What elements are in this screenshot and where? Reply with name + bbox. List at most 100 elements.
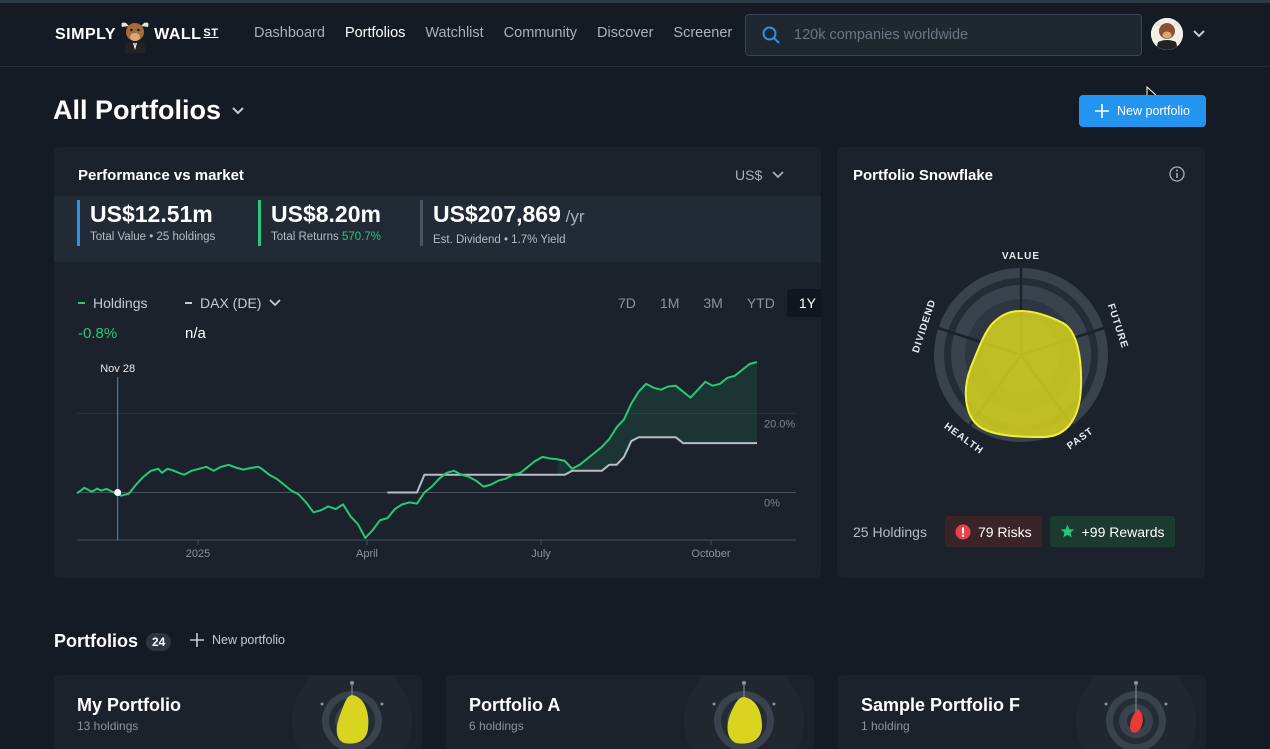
portfolio-card[interactable]: Sample Portfolio F 1 holding <box>838 675 1206 749</box>
stat-label-text: Total Returns <box>271 231 339 243</box>
snowflake-title: Portfolio Snowflake <box>853 167 994 184</box>
stat-value: US$8.20m <box>271 201 381 227</box>
logo-text-left: SIMPLY <box>55 26 117 43</box>
snowflake-axis-past: PAST <box>1065 426 1096 452</box>
stat-label-highlight: 570.7% <box>341 231 381 243</box>
range-1m[interactable]: 1M <box>659 295 680 311</box>
currency-selector[interactable]: US$ <box>735 167 784 183</box>
portfolio-mini-snowflake <box>292 675 412 749</box>
stat-total-returns: US$8.20m Total Returns 570.7% <box>258 200 381 246</box>
logo[interactable]: SIMPLY WALL ST <box>55 17 218 53</box>
snowflake-axis-future: FUTURE <box>1105 302 1130 350</box>
y-tick-label: 0% <box>764 498 780 510</box>
portfolio-card-title: My Portfolio <box>77 695 181 715</box>
hover-date-label: Nov 28 <box>100 363 135 375</box>
x-tick-label: October <box>691 548 730 560</box>
chevron-down-icon[interactable] <box>1192 29 1206 39</box>
stat-accent-bar <box>77 200 80 246</box>
portfolios-title: Portfolios <box>54 631 138 651</box>
search-input[interactable] <box>794 27 1094 43</box>
legend-holdings-value: -0.8% <box>78 325 118 342</box>
range-7d[interactable]: 7D <box>618 295 636 311</box>
legend-swatch <box>78 302 85 304</box>
chevron-down-icon <box>269 299 282 307</box>
nav-link-watchlist[interactable]: Watchlist <box>425 25 484 41</box>
search-icon <box>762 26 780 44</box>
user-bull-avatar-icon <box>1151 18 1183 50</box>
legend-holdings[interactable]: Holdings <box>78 295 147 311</box>
range-ytd[interactable]: YTD <box>746 295 775 311</box>
range-3m[interactable]: 3M <box>703 295 723 311</box>
search-box[interactable] <box>745 14 1142 56</box>
portfolio-mini-snowflake <box>1076 675 1196 749</box>
portfolios-count-badge: 24 <box>146 632 172 651</box>
chevron-down-icon <box>232 106 244 114</box>
top-navigation: SIMPLY WALL ST Dashboard Portfolios Watc… <box>0 3 1270 67</box>
page-title[interactable]: All Portfolios <box>53 95 245 126</box>
portfolio-card-title: Sample Portfolio F <box>861 695 1021 715</box>
legend-market-value: n/a <box>185 325 206 342</box>
info-icon[interactable] <box>1169 166 1185 182</box>
portfolio-card-title: Portfolio A <box>469 695 561 715</box>
performance-chart[interactable]: 20.0% 0% 2025 April July October Nov 28 <box>54 147 821 578</box>
series-line-dax-de- <box>387 436 757 494</box>
snowflake-shape <box>964 309 1083 439</box>
bull-logo-icon <box>121 22 149 53</box>
currency-label: US$ <box>735 167 763 183</box>
nav-link-screener[interactable]: Screener <box>673 25 733 41</box>
x-tick-label: 2025 <box>186 548 210 560</box>
rewards-label: +99 Rewards <box>1081 523 1165 540</box>
nav-link-dashboard[interactable]: Dashboard <box>254 25 325 41</box>
holdings-count: 25 Holdings <box>853 523 927 540</box>
avatar[interactable] <box>1151 18 1183 50</box>
snowflake-axis-value: VALUE <box>1002 251 1040 262</box>
stats-strip: US$12.51m Total Value • 25 holdings US$8… <box>54 196 821 262</box>
range-1y[interactable]: 1Y <box>786 289 821 317</box>
new-portfolio-label: New portfolio <box>1117 104 1190 118</box>
rewards-badge[interactable]: +99 Rewards <box>1049 516 1175 547</box>
legend-swatch <box>185 302 192 304</box>
performance-panel: Performance vs market US$ US$12.51m Tota… <box>54 147 821 578</box>
stat-label: Total Value • 25 holdings <box>90 231 216 243</box>
portfolio-card[interactable]: My Portfolio 13 holdings <box>54 675 422 749</box>
logo-text-right: WALL <box>154 26 202 43</box>
plus-icon <box>190 633 204 647</box>
page-title-text: All Portfolios <box>53 95 221 125</box>
portfolios-heading: Portfolios 24 <box>54 631 172 652</box>
stat-total-value: US$12.51m Total Value • 25 holdings <box>77 200 215 246</box>
stat-dividend: US$207,869 /yr Est. Dividend • 1.7% Yiel… <box>420 200 585 246</box>
new-portfolio-link[interactable]: New portfolio <box>190 633 285 647</box>
portfolio-mini-snowflake <box>684 675 804 749</box>
portfolio-card-subtitle: 13 holdings <box>77 719 139 733</box>
legend-holdings-label: Holdings <box>93 295 148 311</box>
stat-label: Total Returns 570.7% <box>271 231 381 243</box>
nav-link-discover[interactable]: Discover <box>597 25 654 41</box>
legend-market[interactable]: DAX (DE) <box>185 295 282 311</box>
nav-link-community[interactable]: Community <box>503 25 577 41</box>
snowflake-chart[interactable]: VALUE FUTURE PAST HEALTH DIVIDEND <box>837 147 1205 477</box>
chevron-down-icon <box>772 171 784 179</box>
plus-icon <box>1095 104 1110 118</box>
holdings-area <box>557 362 757 475</box>
nav-link-portfolios[interactable]: Portfolios <box>344 25 406 41</box>
stat-accent-bar <box>258 200 261 246</box>
new-portfolio-link-label: New portfolio <box>212 633 285 647</box>
stat-value: US$12.51m <box>90 201 213 227</box>
risks-label: 79 Risks <box>977 523 1032 540</box>
stat-accent-bar <box>420 200 423 246</box>
stat-unit: /yr <box>560 207 585 226</box>
stat-value-text: US$207,869 <box>433 201 561 227</box>
logo-text-st: ST <box>203 27 219 39</box>
star-icon <box>1060 524 1074 538</box>
performance-title: Performance vs market <box>78 167 244 184</box>
hover-point <box>114 489 122 497</box>
snowflake-footer: 25 Holdings 79 Risks +99 Rewards <box>853 516 1175 547</box>
new-portfolio-button[interactable]: New portfolio <box>1079 95 1206 127</box>
x-tick-label: July <box>531 548 551 560</box>
portfolio-card[interactable]: Portfolio A 6 holdings <box>446 675 814 749</box>
snowflake-panel: Portfolio Snowflake VALUE FUTURE PAST HE… <box>837 147 1205 578</box>
stat-label: Est. Dividend • 1.7% Yield <box>433 234 566 246</box>
stat-value: US$207,869 /yr <box>433 200 585 231</box>
risks-badge[interactable]: 79 Risks <box>944 516 1042 547</box>
legend-market-label: DAX (DE) <box>200 295 262 311</box>
